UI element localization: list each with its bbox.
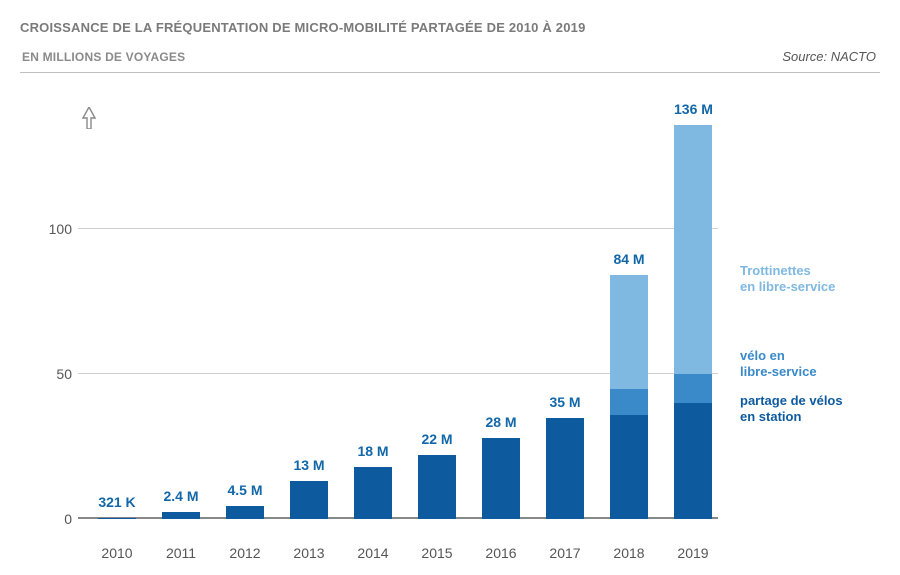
legend-item-station: partage de vélosen station [740, 393, 843, 426]
x-tick-label: 2018 [613, 545, 644, 561]
x-tick-label: 2015 [421, 545, 452, 561]
x-tick-label: 2012 [229, 545, 260, 561]
chart: 321 K2.4 M4.5 M13 M18 M22 M28 M35 M84 M1… [20, 83, 880, 553]
x-tick-label: 2016 [485, 545, 516, 561]
x-tick-label: 2013 [293, 545, 324, 561]
x-tick-label: 2017 [549, 545, 580, 561]
legend: Trottinettesen libre-service vélo enlibre… [730, 83, 880, 523]
x-tick-label: 2019 [677, 545, 708, 561]
x-tick-label: 2014 [357, 545, 388, 561]
x-tick-label: 2011 [166, 545, 196, 561]
legend-item-scooter: Trottinettesen libre-service [740, 263, 835, 296]
chart-title: CROISSANCE DE LA FRÉQUENTATION DE MICRO-… [20, 20, 880, 35]
legend-item-dockless: vélo enlibre-service [740, 348, 817, 381]
x-tick-label: 2010 [101, 545, 132, 561]
chart-subtitle: EN MILLIONS DE VOYAGES [22, 50, 185, 64]
y-tick-label: 100 [40, 221, 72, 237]
y-tick-label: 50 [40, 366, 72, 382]
y-tick-label: 0 [40, 511, 72, 527]
chart-source: Source: NACTO [782, 49, 876, 64]
divider [20, 72, 880, 73]
